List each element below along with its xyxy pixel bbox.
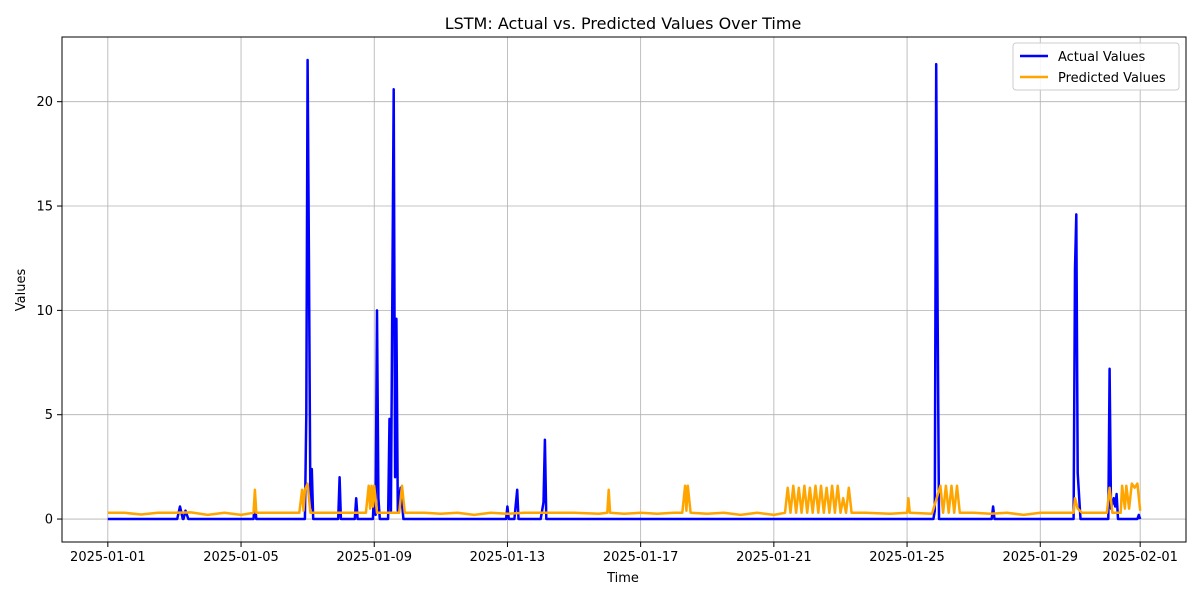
series-line-actual: [107, 58, 1142, 521]
legend-label-predicted: Predicted Values: [1058, 71, 1166, 86]
series-line-predicted: [107, 482, 1142, 517]
y-tick-label: 15: [36, 200, 53, 215]
y-tick-label: 0: [45, 513, 53, 528]
y-tick-label: 10: [36, 304, 53, 319]
legend-label-actual: Actual Values: [1058, 50, 1146, 65]
legend: Actual Values Predicted Values: [1012, 42, 1180, 91]
x-tick-label: 2025-01-01: [70, 550, 146, 565]
y-axis-label: Values: [14, 269, 29, 312]
x-axis-label: Time: [606, 571, 639, 586]
x-tick-label: 2025-01-21: [736, 550, 812, 565]
y-tick-label: 5: [45, 408, 53, 423]
grid: [62, 37, 1186, 542]
x-tick-label: 2025-01-09: [336, 550, 412, 565]
x-tick-label: 2025-01-25: [869, 550, 945, 565]
y-axis: 0 5 10 15 20: [36, 95, 62, 528]
chart-title: LSTM: Actual vs. Predicted Values Over T…: [445, 14, 802, 33]
x-tick-label: 2025-02-01: [1102, 550, 1178, 565]
series-layer: [107, 58, 1142, 521]
x-tick-label: 2025-01-05: [203, 550, 279, 565]
x-tick-label: 2025-01-17: [603, 550, 679, 565]
legend-box: [1012, 42, 1180, 91]
y-tick-label: 20: [36, 95, 53, 110]
x-tick-label: 2025-01-13: [470, 550, 546, 565]
plot-frame: [61, 36, 1187, 543]
x-axis: 2025-01-01 2025-01-05 2025-01-09 2025-01-13…: [70, 542, 1178, 565]
x-tick-label: 2025-01-29: [1002, 550, 1078, 565]
